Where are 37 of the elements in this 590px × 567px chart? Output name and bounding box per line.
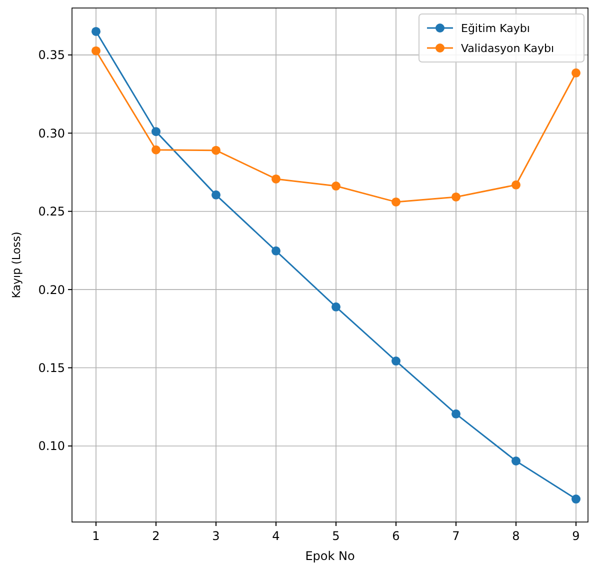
point [452, 409, 460, 418]
point [332, 182, 340, 191]
point [212, 146, 220, 155]
x-tick-label: 4 [272, 529, 280, 543]
x-tick-label: 2 [152, 529, 160, 543]
point [392, 356, 400, 366]
x-tick-label: 1 [92, 529, 100, 543]
x-tick-label: 7 [452, 529, 460, 543]
point [572, 68, 580, 78]
x-tick-label: 3 [212, 529, 220, 543]
y-tick-label: 0.20 [38, 282, 65, 297]
point [332, 302, 340, 312]
y-axis-title: Kayıp (Loss) [10, 232, 23, 298]
point [512, 456, 520, 466]
point [512, 180, 520, 190]
y-tick-label: 0.25 [38, 204, 65, 219]
legend-label: Validasyon Kaybı [461, 42, 554, 55]
point [272, 174, 280, 184]
point [92, 26, 100, 36]
point [392, 197, 400, 206]
x-axis-title: Epok No [305, 549, 355, 563]
x-tick-label: 6 [392, 529, 400, 543]
point [92, 46, 100, 56]
y-tick-label: 0.35 [38, 48, 65, 62]
point [152, 145, 160, 154]
y-tick-label: 0.10 [38, 439, 65, 454]
point [212, 190, 220, 200]
point [572, 494, 580, 504]
point [152, 127, 160, 136]
y-tick-label: 0.15 [38, 360, 65, 375]
x-tick-label: 5 [332, 529, 340, 543]
x-tick-label: 9 [572, 529, 580, 543]
legend-label: Eğitim Kaybı [461, 22, 530, 35]
point [272, 246, 280, 256]
x-tick-label: 8 [512, 529, 520, 543]
y-tick-label: 0.30 [38, 126, 65, 140]
point [452, 192, 460, 202]
